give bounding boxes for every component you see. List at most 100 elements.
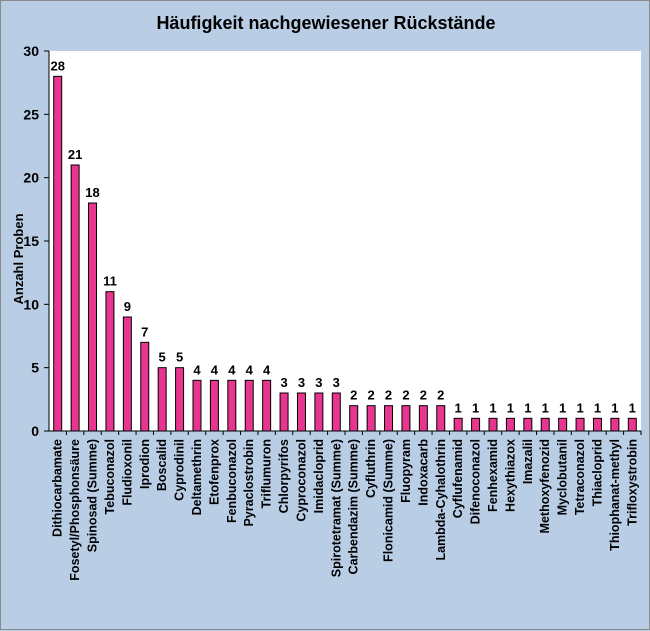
y-axis-label: Anzahl Proben	[11, 213, 26, 304]
bar-value-label: 1	[559, 400, 566, 415]
bar-value-label: 4	[228, 362, 236, 377]
bar-value-label: 1	[524, 400, 531, 415]
bar-value-label: 4	[263, 362, 271, 377]
x-category-label: Pyraclostrobin	[242, 439, 256, 527]
bar	[279, 392, 289, 432]
y-tick-label: 0	[31, 423, 39, 439]
bar-value-label: 3	[280, 375, 287, 390]
x-category-label: Imazalil	[521, 439, 535, 484]
chart-title: Häufigkeit nachgewiesener Rückstände	[156, 13, 495, 33]
bar-value-label: 1	[611, 400, 618, 415]
y-tick-label: 10	[23, 296, 39, 312]
bar-value-label: 9	[124, 299, 131, 314]
x-category-label: Iprodion	[138, 439, 152, 489]
bar	[157, 367, 167, 432]
bar	[105, 291, 115, 432]
bar-value-label: 1	[594, 400, 601, 415]
bar-value-label: 1	[489, 400, 496, 415]
bar	[296, 392, 306, 432]
x-category-label: Indoxacarb	[416, 439, 430, 506]
bar-value-label: 1	[472, 400, 479, 415]
bar-value-label: 2	[420, 388, 427, 403]
bar	[88, 202, 98, 432]
bar	[610, 417, 620, 432]
bar	[53, 75, 63, 432]
x-category-label: Cyproconazol	[294, 439, 308, 522]
x-category-label: Tebuconazol	[103, 439, 117, 514]
x-category-label: Thiophanat-methyl	[608, 439, 622, 551]
x-category-label: Dithiocarbamate	[51, 439, 65, 537]
y-tick-label: 20	[23, 170, 39, 186]
x-category-label: Fenhexamid	[486, 439, 500, 512]
bar-value-label: 3	[315, 375, 322, 390]
bar-value-label: 2	[402, 388, 409, 403]
bar-value-label: 2	[368, 388, 375, 403]
bar-value-label: 7	[141, 324, 148, 339]
bar-value-label: 5	[159, 350, 166, 365]
bar	[471, 417, 481, 432]
bar	[384, 405, 394, 432]
x-category-label: Fluopyram	[399, 439, 413, 503]
bar	[436, 405, 446, 432]
bar-value-label: 3	[298, 375, 305, 390]
bar	[418, 405, 428, 432]
bar-value-label: 1	[455, 400, 462, 415]
bar	[558, 417, 568, 432]
bar-value-label: 1	[542, 400, 549, 415]
bar-value-label: 1	[576, 400, 583, 415]
y-tick-label: 15	[23, 233, 39, 249]
bar	[523, 417, 533, 432]
x-category-label: Tetraconazol	[573, 439, 587, 515]
x-category-label: Hexythiazox	[503, 439, 517, 512]
x-category-label: Etofenprox	[207, 439, 221, 505]
bar	[488, 417, 498, 432]
bar	[366, 405, 376, 432]
x-category-label: Cyflufenamid	[451, 439, 465, 518]
x-category-label: Imidacloprid	[312, 439, 326, 513]
bar-value-label: 2	[437, 388, 444, 403]
bar	[575, 417, 585, 432]
bar	[627, 417, 637, 432]
x-category-label: Flonicamid (Summe)	[382, 439, 396, 562]
y-tick-label: 30	[23, 43, 39, 59]
bar	[401, 405, 411, 432]
x-category-label: Triflumuron	[260, 439, 274, 508]
bar-value-label: 5	[176, 350, 183, 365]
bars	[53, 75, 637, 432]
x-category-label: Spinosad (Summe)	[86, 439, 100, 552]
x-category-label: Carbendazim (Summe)	[347, 439, 361, 574]
bar	[122, 316, 132, 432]
x-category-label: Cyfluthrin	[364, 439, 378, 498]
x-category-label: Fosetyl/Phosphonsäure	[68, 439, 82, 581]
x-category-label: Lambda-Cyhalothrin	[434, 439, 448, 561]
bar	[244, 379, 254, 432]
bar	[540, 417, 550, 432]
bar	[262, 379, 272, 432]
x-category-label: Methoxyfenozid	[538, 439, 552, 533]
x-category-label: Myclobutanil	[556, 439, 570, 515]
bar	[592, 417, 602, 432]
category-labels: Dithiocarbamate Fosetyl/Phosphonsäure Spin…	[51, 439, 640, 581]
x-category-label: Trifloxystrobin	[625, 439, 639, 526]
y-tick-label: 5	[31, 360, 39, 376]
x-category-label: Spirotetramat (Summe)	[329, 439, 343, 577]
x-category-label: Chlorpyrifos	[277, 439, 291, 513]
plot-area	[49, 51, 641, 431]
bar	[192, 379, 202, 432]
x-category-label: Boscalid	[155, 439, 169, 491]
bar	[140, 341, 150, 432]
bar-value-label: 4	[193, 362, 201, 377]
bar	[349, 405, 359, 432]
bar-value-label: 21	[68, 147, 82, 162]
x-category-label: Fludioxonil	[120, 439, 134, 506]
y-tick-label: 25	[23, 106, 39, 122]
x-category-label: Difenoconazol	[469, 439, 483, 524]
bar-value-label: 1	[629, 400, 636, 415]
bar-value-label: 11	[103, 274, 117, 289]
bar-value-label: 4	[246, 362, 254, 377]
x-category-label: Fenbuconazol	[225, 439, 239, 523]
bar-value-label: 18	[85, 185, 99, 200]
bar-value-label: 1	[507, 400, 514, 415]
